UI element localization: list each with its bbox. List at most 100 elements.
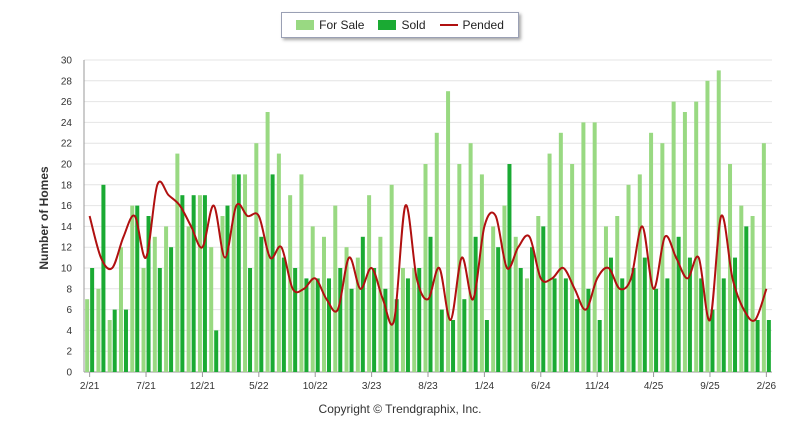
sold-bar[interactable] — [766, 320, 771, 372]
sold-bar[interactable] — [721, 278, 726, 372]
sold-bar[interactable] — [541, 226, 546, 372]
sold-bar[interactable] — [586, 288, 591, 372]
sold-bar[interactable] — [101, 184, 106, 372]
for-sale-bar[interactable] — [276, 153, 281, 372]
sold-bar[interactable] — [733, 257, 738, 372]
for-sale-bar[interactable] — [333, 205, 338, 372]
sold-bar[interactable] — [338, 268, 343, 372]
sold-bar[interactable] — [417, 268, 422, 372]
for-sale-bar[interactable] — [513, 236, 518, 372]
for-sale-bar[interactable] — [175, 153, 180, 372]
sold-bar[interactable] — [169, 247, 174, 372]
for-sale-bar[interactable] — [231, 174, 236, 372]
for-sale-bar[interactable] — [682, 112, 687, 372]
sold-bar[interactable] — [202, 195, 207, 372]
for-sale-bar[interactable] — [299, 174, 304, 372]
sold-bar[interactable] — [281, 257, 286, 372]
sold-bar[interactable] — [123, 309, 128, 372]
sold-bar[interactable] — [552, 278, 557, 372]
for-sale-bar[interactable] — [367, 195, 372, 372]
legend-item-for-sale[interactable]: For Sale — [296, 18, 364, 32]
pended-line-path[interactable] — [88, 180, 768, 326]
for-sale-bar[interactable] — [355, 257, 360, 372]
for-sale-bar[interactable] — [547, 153, 552, 372]
for-sale-bar[interactable] — [446, 91, 451, 372]
for-sale-bar[interactable] — [468, 143, 473, 372]
sold-bar[interactable] — [394, 299, 399, 372]
for-sale-bar[interactable] — [525, 278, 530, 372]
sold-bar[interactable] — [597, 320, 602, 372]
for-sale-bar[interactable] — [389, 184, 394, 372]
for-sale-bar[interactable] — [502, 205, 507, 372]
sold-bar[interactable] — [372, 268, 377, 372]
for-sale-bar[interactable] — [592, 122, 597, 373]
for-sale-bar[interactable] — [344, 247, 349, 372]
for-sale-bar[interactable] — [141, 268, 146, 372]
sold-bar[interactable] — [383, 288, 388, 372]
for-sale-bar[interactable] — [378, 236, 383, 372]
sold-bar[interactable] — [225, 205, 230, 372]
sold-bar[interactable] — [518, 268, 523, 372]
sold-bar[interactable] — [293, 268, 298, 372]
sold-bar[interactable] — [530, 247, 535, 372]
for-sale-bar[interactable] — [705, 80, 710, 373]
for-sale-bar[interactable] — [220, 216, 225, 372]
for-sale-bar[interactable] — [310, 226, 315, 372]
sold-bar[interactable] — [654, 288, 659, 372]
legend-item-pended[interactable]: Pended — [439, 18, 504, 32]
sold-bar[interactable] — [608, 257, 613, 372]
sold-bar[interactable] — [744, 226, 749, 372]
for-sale-bar[interactable] — [400, 268, 405, 372]
for-sale-bar[interactable] — [164, 226, 169, 372]
legend-item-sold[interactable]: Sold — [378, 18, 426, 32]
sold-bar[interactable] — [191, 195, 196, 372]
sold-bar[interactable] — [259, 236, 264, 372]
for-sale-bar[interactable] — [536, 216, 541, 372]
sold-bar[interactable] — [112, 309, 117, 372]
for-sale-bar[interactable] — [603, 226, 608, 372]
for-sale-bar[interactable] — [750, 216, 755, 372]
sold-bar[interactable] — [710, 309, 715, 372]
sold-bar[interactable] — [236, 174, 241, 372]
for-sale-bar[interactable] — [581, 122, 586, 373]
sold-bar[interactable] — [180, 195, 185, 372]
for-sale-bar[interactable] — [412, 268, 417, 372]
sold-bar[interactable] — [439, 309, 444, 372]
for-sale-bar[interactable] — [423, 164, 428, 372]
sold-bar[interactable] — [642, 257, 647, 372]
sold-bar[interactable] — [484, 320, 489, 372]
sold-bar[interactable] — [755, 320, 760, 372]
for-sale-bar[interactable] — [265, 112, 270, 372]
sold-bar[interactable] — [699, 278, 704, 372]
for-sale-bar[interactable] — [243, 174, 248, 372]
for-sale-bar[interactable] — [197, 195, 202, 372]
sold-bar[interactable] — [451, 320, 456, 372]
sold-bar[interactable] — [360, 236, 365, 372]
for-sale-bar[interactable] — [321, 236, 326, 372]
sold-bar[interactable] — [687, 257, 692, 372]
for-sale-bar[interactable] — [434, 132, 439, 372]
for-sale-bar[interactable] — [96, 288, 101, 372]
sold-bar[interactable] — [405, 278, 410, 372]
for-sale-bar[interactable] — [716, 70, 721, 373]
for-sale-bar[interactable] — [209, 247, 214, 372]
for-sale-bar[interactable] — [254, 143, 259, 372]
for-sale-bar[interactable] — [649, 132, 654, 372]
sold-bar[interactable] — [90, 268, 95, 372]
sold-bar[interactable] — [676, 236, 681, 372]
sold-bar[interactable] — [631, 268, 636, 372]
for-sale-bar[interactable] — [85, 299, 90, 372]
sold-bar[interactable] — [326, 278, 331, 372]
sold-bar[interactable] — [473, 236, 478, 372]
for-sale-bar[interactable] — [107, 320, 112, 372]
sold-bar[interactable] — [304, 278, 309, 372]
sold-bar[interactable] — [214, 330, 219, 372]
sold-bar[interactable] — [620, 278, 625, 372]
for-sale-bar[interactable] — [637, 174, 642, 372]
sold-bar[interactable] — [270, 174, 275, 372]
for-sale-bar[interactable] — [118, 247, 123, 372]
sold-bar[interactable] — [248, 268, 253, 372]
for-sale-bar[interactable] — [152, 236, 157, 372]
sold-bar[interactable] — [428, 236, 433, 372]
sold-bar[interactable] — [349, 288, 354, 372]
